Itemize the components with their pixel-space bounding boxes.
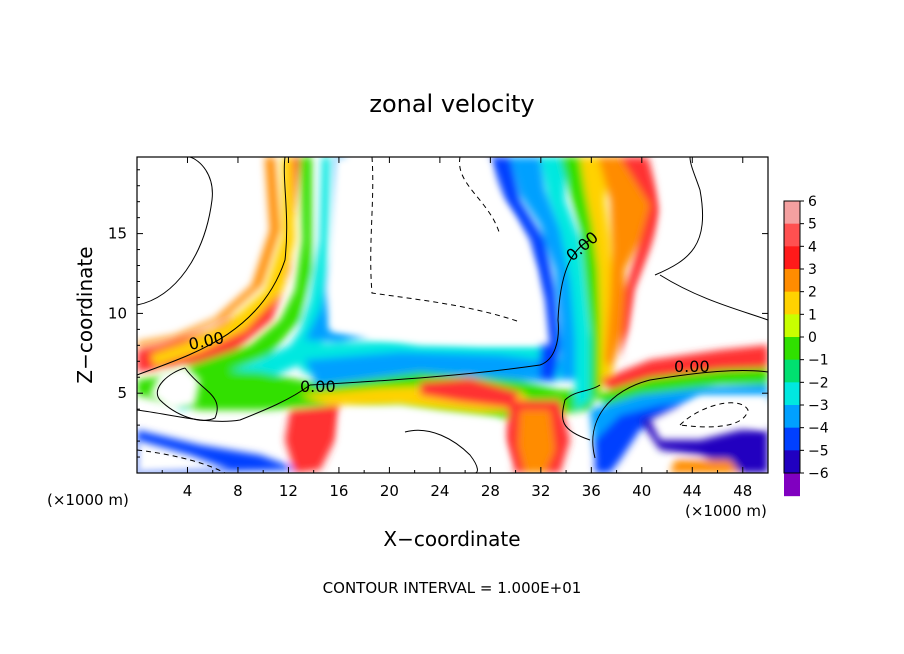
colorbar-label: −4 xyxy=(808,421,829,437)
x-axis: 4 8 12 16 20 24 28 32 36 40 44 48 xyxy=(161,157,752,500)
contour-line-dashed xyxy=(459,157,501,236)
x-tick-label: 16 xyxy=(329,482,348,500)
colorbar-label: 3 xyxy=(808,262,817,278)
contour-line xyxy=(562,384,601,441)
colorbar-swatch xyxy=(784,246,800,270)
x-unit-left: (×1000 m) xyxy=(47,491,129,509)
field-band xyxy=(510,157,575,380)
colorbar-swatch xyxy=(784,473,800,497)
colorbar-swatch xyxy=(784,359,800,383)
x-tick-label: 4 xyxy=(183,482,193,500)
contour-line xyxy=(137,239,591,422)
colorbar-swatch xyxy=(784,450,800,474)
colorbar-swatch xyxy=(784,427,800,451)
colorbar-swatch xyxy=(784,269,800,293)
colorbar-swatch xyxy=(784,405,800,429)
y-tick-label: 15 xyxy=(108,225,127,243)
field-band xyxy=(670,460,740,473)
colorbar-label: −6 xyxy=(808,466,829,482)
colorbar-label: −1 xyxy=(808,353,829,369)
contour-line xyxy=(137,157,288,376)
y-tick-label: 5 xyxy=(117,384,127,402)
colorbar-label: 0 xyxy=(808,330,817,346)
y-axis: 5 10 15 xyxy=(108,169,768,458)
contour-label: 0.00 xyxy=(300,377,336,396)
field-band xyxy=(150,157,295,366)
colorbar-label: 4 xyxy=(808,239,817,255)
colorbar-label: −3 xyxy=(808,398,829,414)
x-unit-right: (×1000 m) xyxy=(685,502,767,520)
field-band xyxy=(598,157,660,370)
contour-line-dashed xyxy=(678,402,749,428)
contour-line xyxy=(654,157,704,276)
x-tick-label: 28 xyxy=(481,482,500,500)
colorbar: 6 5 4 3 2 1 0 −1 −2 −3 −4 −5 −6 xyxy=(783,194,829,497)
contour-label: 0.00 xyxy=(674,357,710,376)
x-axis-label: X−coordinate xyxy=(383,527,520,551)
field-band xyxy=(518,410,555,473)
colorbar-swatch xyxy=(784,201,800,225)
colorbar-swatch xyxy=(784,291,800,315)
field-gap xyxy=(137,157,220,330)
x-tick-label: 40 xyxy=(632,482,651,500)
colorbar-label: 1 xyxy=(808,307,817,323)
x-tick-label: 36 xyxy=(582,482,601,500)
x-tick-label: 48 xyxy=(733,482,752,500)
colorbar-swatch xyxy=(784,337,800,361)
contour-line xyxy=(659,274,768,321)
field-band xyxy=(137,157,280,347)
colorbar-label: −5 xyxy=(808,443,829,459)
plot-frame xyxy=(136,156,769,474)
field-band xyxy=(175,157,330,410)
field-gap xyxy=(650,395,768,440)
colorbar-label: 2 xyxy=(808,285,817,301)
field-gap xyxy=(325,157,550,345)
x-tick-label: 24 xyxy=(430,482,449,500)
colorbar-label: 6 xyxy=(808,194,817,210)
field-band xyxy=(620,157,662,360)
field-band xyxy=(420,378,520,408)
colorbar-label: −2 xyxy=(808,375,829,391)
field-band xyxy=(590,385,768,460)
contour-interval-note: CONTOUR INTERVAL = 1.000E+01 xyxy=(323,579,582,597)
field-band xyxy=(580,157,615,390)
contour-line xyxy=(592,369,768,459)
y-tick-label: 10 xyxy=(108,304,127,322)
field-band xyxy=(285,405,340,473)
contour-lines xyxy=(137,157,768,473)
colorbar-swatch xyxy=(784,382,800,406)
contour-line-dashed xyxy=(370,157,521,323)
chart-title: zonal velocity xyxy=(369,90,534,118)
field-gap xyxy=(340,405,510,470)
x-tick-label: 20 xyxy=(380,482,399,500)
velocity-field xyxy=(137,157,768,473)
field-band xyxy=(155,157,312,395)
colorbar-swatch xyxy=(784,223,800,247)
field-band xyxy=(137,157,300,372)
field-band xyxy=(560,157,600,400)
contour-line-dashed xyxy=(137,449,226,473)
x-tick-label: 8 xyxy=(233,482,243,500)
x-tick-label: 32 xyxy=(531,482,550,500)
contour-line xyxy=(137,157,213,306)
field-band xyxy=(540,157,590,410)
x-tick-label: 12 xyxy=(279,482,298,500)
x-tick-label: 44 xyxy=(683,482,702,500)
y-axis-label: Z−coordinate xyxy=(73,246,97,383)
contour-lines-dashed xyxy=(137,157,749,473)
field-gap xyxy=(137,440,230,473)
colorbar-label: 5 xyxy=(808,217,817,233)
field-gap xyxy=(150,365,200,410)
field-band xyxy=(595,400,700,473)
field-gap xyxy=(625,157,768,360)
colorbar-swatch xyxy=(784,314,800,338)
contour-line xyxy=(404,429,478,473)
